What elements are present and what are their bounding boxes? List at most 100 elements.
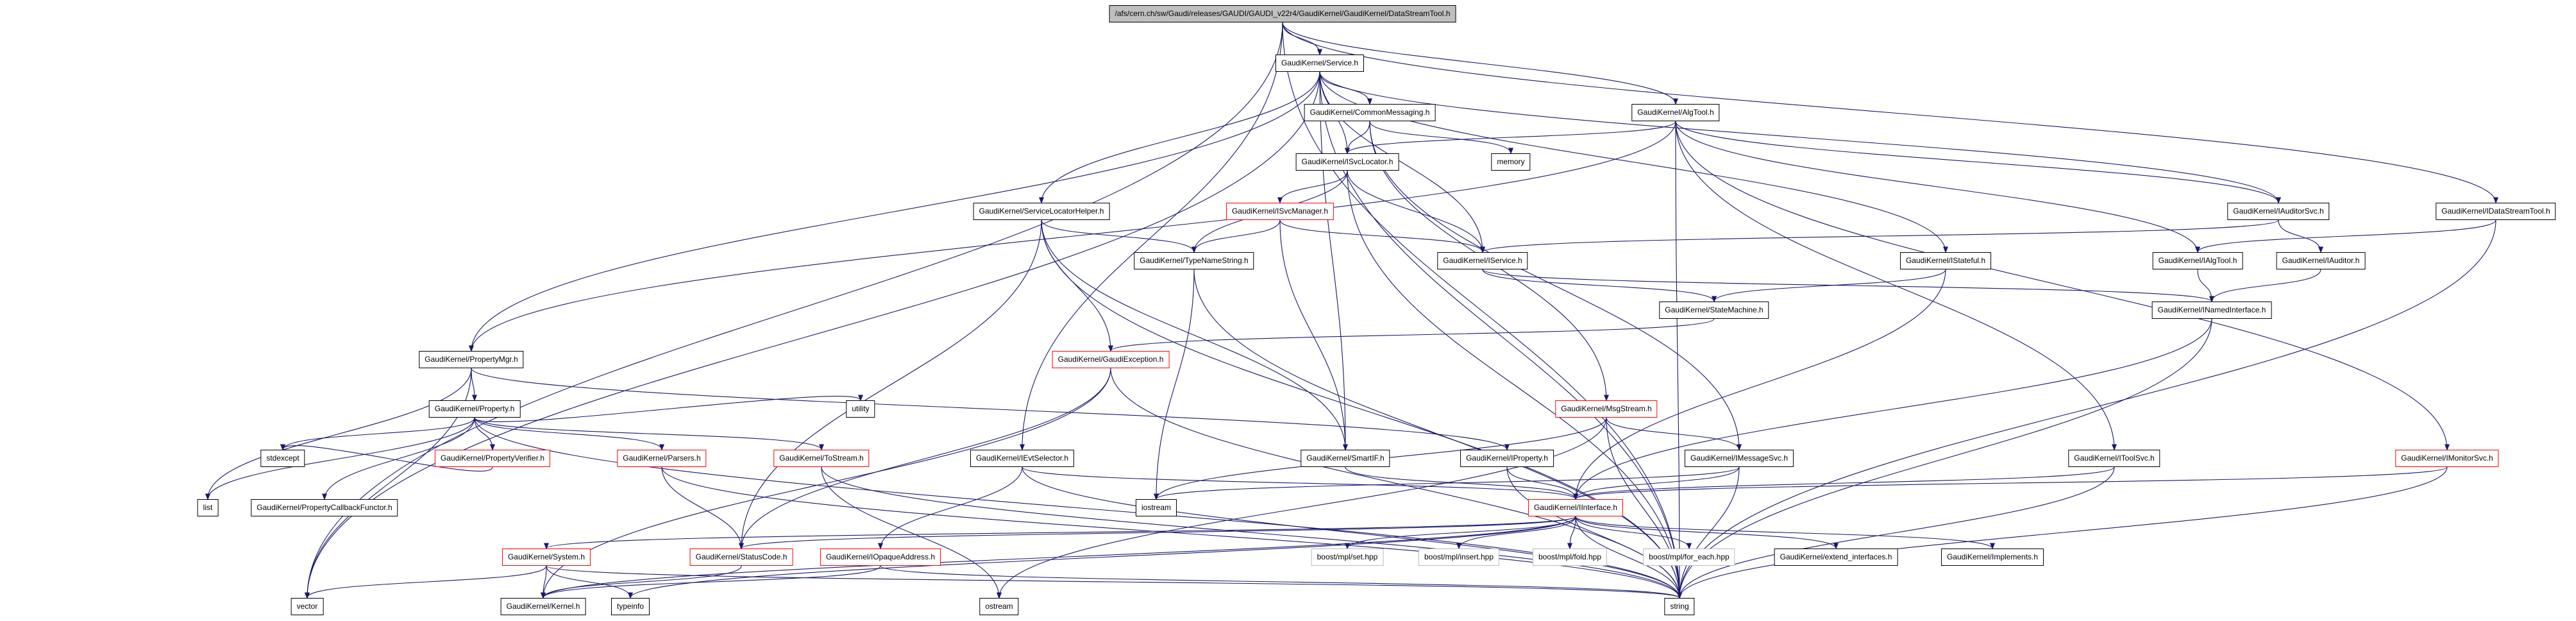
node-iproperty[interactable]: GaudiKernel/IProperty.h	[1460, 450, 1554, 467]
edge-algtool-to-iauditorsvc	[1675, 121, 2281, 204]
edge-iinterface-to-boost_for_each	[1575, 516, 1692, 550]
edge-iinterface-to-boost_fold	[1567, 516, 1576, 550]
node-list[interactable]: list	[197, 499, 219, 516]
edge-imessagesvc-to-iostream	[1154, 466, 1740, 500]
edge-service-to-vector	[305, 71, 1320, 599]
node-gaudiexception[interactable]: GaudiKernel/GaudiException.h	[1052, 351, 1170, 368]
edge-typenamestring-to-string	[1193, 269, 1682, 599]
node-vector[interactable]: vector	[290, 598, 324, 615]
node-ialgtool[interactable]: GaudiKernel/IAlgTool.h	[2152, 252, 2243, 269]
node-iostream[interactable]: iostream	[1135, 499, 1177, 516]
node-iopaqueaddress[interactable]: GaudiKernel/IOpaqueAddress.h	[820, 549, 941, 566]
edge-iopaqueaddress-to-kernel	[541, 565, 881, 599]
node-label: GaudiKernel/Parsers.h	[623, 454, 701, 463]
node-statemachine[interactable]: GaudiKernel/StateMachine.h	[1659, 302, 1769, 319]
node-label: GaudiKernel/IAuditor.h	[2282, 256, 2360, 265]
node-label: GaudiKernel/Property.h	[434, 404, 515, 413]
edge-propertymgr-to-iproperty	[471, 368, 1510, 451]
node-boost_for_each[interactable]: boost/mpl/for_each.hpp	[1643, 549, 1735, 566]
node-imessagesvc[interactable]: GaudiKernel/IMessageSvc.h	[1684, 450, 1794, 467]
node-boost_fold[interactable]: boost/mpl/fold.hpp	[1532, 549, 1608, 566]
node-property_callback_functor[interactable]: GaudiKernel/PropertyCallbackFunctor.h	[251, 499, 398, 516]
node-label: GaudiKernel/MsgStream.h	[1561, 404, 1652, 413]
edge-tostream-to-ostream	[821, 466, 1002, 599]
node-label: boost/mpl/fold.hpp	[1538, 552, 1602, 561]
node-idatastreamtool[interactable]: GaudiKernel/IDataStreamTool.h	[2436, 203, 2556, 220]
edge-istateful-to-statemachine	[1712, 269, 1946, 303]
edge-iinterface-to-kernel	[541, 516, 1576, 599]
node-label: GaudiKernel/extend_interfaces.h	[1780, 552, 1892, 561]
node-parsers[interactable]: GaudiKernel/Parsers.h	[617, 450, 707, 467]
node-istateful[interactable]: GaudiKernel/IStateful.h	[1899, 252, 1992, 269]
node-ievtselector[interactable]: GaudiKernel/IEvtSelector.h	[970, 450, 1075, 467]
node-service[interactable]: GaudiKernel/Service.h	[1275, 55, 1365, 72]
node-main[interactable]: /afs/cern.ch/sw/Gaudi/releases/GAUDI/GAU…	[1109, 5, 1456, 22]
edge-isvcmanager-to-smartif	[1279, 219, 1348, 451]
node-label: GaudiKernel/IToolSvc.h	[2074, 454, 2155, 463]
edge-msgstream-to-string	[1606, 417, 1682, 599]
node-isvclocator[interactable]: GaudiKernel/ISvcLocator.h	[1295, 153, 1399, 171]
node-label: GaudiKernel/AlgTool.h	[1637, 108, 1714, 117]
node-implements[interactable]: GaudiKernel/Implements.h	[1940, 549, 2044, 566]
node-label: GaudiKernel/PropertyMgr.h	[425, 355, 518, 364]
edge-iservice-to-statemachine	[1482, 269, 1717, 303]
edge-propertymgr-to-list	[205, 368, 472, 500]
node-propertymgr[interactable]: GaudiKernel/PropertyMgr.h	[419, 351, 524, 368]
node-typenamestring[interactable]: GaudiKernel/TypeNameString.h	[1134, 252, 1254, 269]
node-service_locator_helper[interactable]: GaudiKernel/ServiceLocatorHelper.h	[973, 203, 1110, 220]
edge-ievtselector-to-string	[1022, 466, 1682, 599]
node-utility[interactable]: utility	[846, 400, 875, 418]
node-extend_interfaces[interactable]: GaudiKernel/extend_interfaces.h	[1774, 549, 1898, 566]
node-system[interactable]: GaudiKernel/System.h	[501, 549, 591, 566]
node-iauditor[interactable]: GaudiKernel/IAuditor.h	[2276, 252, 2366, 269]
node-kernel[interactable]: GaudiKernel/Kernel.h	[500, 598, 586, 615]
node-ostream[interactable]: ostream	[979, 598, 1019, 615]
edge-algtool-to-isvclocator	[1345, 121, 1676, 155]
node-iinterface[interactable]: GaudiKernel/IInterface.h	[1528, 499, 1624, 516]
node-label: GaudiKernel/SmartIF.h	[1306, 454, 1385, 463]
edge-gaudiexception-to-statuscode	[739, 368, 1111, 550]
node-label: GaudiKernel/ISvcManager.h	[1231, 207, 1329, 216]
node-memory[interactable]: memory	[1491, 153, 1531, 171]
edge-service_locator_helper-to-smartif	[1041, 219, 1348, 451]
edge-common_messaging-to-isvclocator	[1345, 121, 1370, 155]
edge-service-to-service_locator_helper	[1039, 71, 1320, 204]
edge-parsers-to-statuscode	[661, 466, 744, 550]
node-algtool[interactable]: GaudiKernel/AlgTool.h	[1631, 104, 1720, 121]
edge-imessagesvc-to-iinterface	[1573, 466, 1740, 500]
node-statuscode[interactable]: GaudiKernel/StatusCode.h	[689, 549, 793, 566]
node-boost_insert[interactable]: boost/mpl/insert.hpp	[1418, 549, 1500, 566]
edge-tostream-to-string	[821, 466, 1682, 599]
node-label: GaudiKernel/ServiceLocatorHelper.h	[979, 207, 1104, 216]
node-boost_set[interactable]: boost/mpl/set.hpp	[1311, 549, 1384, 566]
node-imonitorsvc[interactable]: GaudiKernel/IMonitorSvc.h	[2395, 450, 2499, 467]
node-common_messaging[interactable]: GaudiKernel/CommonMessaging.h	[1304, 104, 1436, 121]
node-label: stdexcept	[266, 454, 299, 463]
edge-property-to-string	[474, 417, 1682, 599]
node-inamedinterface[interactable]: GaudiKernel/INamedInterface.h	[2151, 302, 2272, 319]
edge-imonitorsvc-to-string	[1677, 466, 2448, 599]
edge-iinterface-to-implements	[1575, 516, 1995, 550]
edge-imonitorsvc-to-iinterface	[1573, 466, 2448, 500]
node-typeinfo[interactable]: typeinfo	[610, 598, 650, 615]
node-msgstream[interactable]: GaudiKernel/MsgStream.h	[1555, 400, 1658, 418]
edge-service-to-istateful	[1319, 71, 1948, 253]
edge-iinterface-to-statuscode	[739, 516, 1576, 550]
node-tostream[interactable]: GaudiKernel/ToStream.h	[773, 450, 870, 467]
node-propertyverifier[interactable]: GaudiKernel/PropertyVerifier.h	[434, 450, 551, 467]
node-isvcmanager[interactable]: GaudiKernel/ISvcManager.h	[1225, 203, 1334, 220]
edge-isvclocator-to-isvcmanager	[1277, 170, 1348, 204]
node-label: GaudiKernel/Implements.h	[1946, 552, 2039, 561]
edge-system-to-string	[546, 565, 1682, 599]
edge-property-to-stdexcept	[280, 417, 475, 451]
node-property[interactable]: GaudiKernel/Property.h	[428, 400, 521, 418]
node-itoolsvc[interactable]: GaudiKernel/IToolSvc.h	[2068, 450, 2160, 467]
edge-inamedinterface-to-string	[1677, 318, 2212, 599]
node-label: GaudiKernel/INamedInterface.h	[2157, 305, 2266, 314]
node-smartif[interactable]: GaudiKernel/SmartIF.h	[1301, 450, 1390, 467]
node-iservice[interactable]: GaudiKernel/IService.h	[1437, 252, 1528, 269]
node-iauditorsvc[interactable]: GaudiKernel/IAuditorSvc.h	[2227, 203, 2330, 220]
node-string[interactable]: string	[1664, 598, 1695, 615]
node-stdexcept[interactable]: stdexcept	[260, 450, 305, 467]
